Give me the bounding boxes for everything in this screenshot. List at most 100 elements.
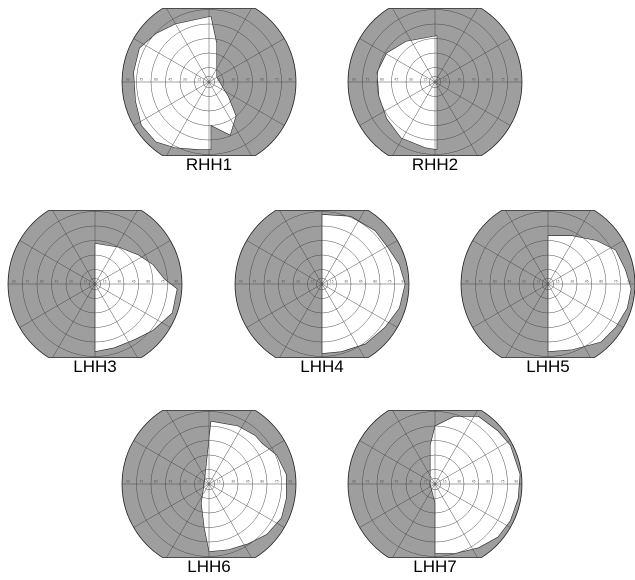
scale-label: 75 [252, 280, 256, 284]
visual-field-chart: 90 75 60 45 30 15 15 30 45 60 75 90 [7, 210, 183, 358]
field-frame [234, 210, 410, 358]
visual-field-chart: 90 75 60 45 30 15 15 30 45 60 75 90 [234, 210, 410, 358]
scale-label: 30 [457, 480, 461, 484]
field-body: 90 75 60 45 30 15 15 30 45 60 75 90 [7, 210, 183, 358]
scale-label: 60 [493, 280, 497, 284]
scale-label: 15 [423, 78, 427, 82]
scale-label: 30 [231, 78, 235, 82]
panel-label-rhh2: RHH2 [411, 155, 459, 174]
field-panel-lhh5: 90 75 60 45 30 15 15 30 45 60 75 90 [460, 210, 635, 358]
scale-label: 45 [168, 78, 172, 82]
scale-label: 30 [117, 280, 121, 284]
field-body: 90 75 60 45 30 15 15 30 45 60 75 90 [234, 210, 410, 358]
panel-label-lhh6: LHH6 [187, 557, 231, 576]
scale-label: 45 [132, 280, 136, 284]
scale-label: 90 [401, 280, 405, 284]
scale-label: 60 [154, 480, 158, 484]
scale-label: 30 [409, 480, 413, 484]
scale-label: 30 [570, 280, 574, 284]
scale-label: 90 [126, 480, 130, 484]
seen-field-area [200, 420, 287, 552]
scale-label: 75 [388, 280, 392, 284]
scale-label: 75 [161, 280, 165, 284]
scale-label: 15 [197, 78, 201, 82]
field-panel-rhh2: 90 75 60 45 30 15 15 30 45 60 75 90 [347, 8, 523, 156]
meridian-line [19, 240, 171, 328]
scale-label: 45 [394, 480, 398, 484]
scale-label: 60 [260, 78, 264, 82]
scale-label: 30 [457, 78, 461, 82]
scale-label: 45 [54, 280, 58, 284]
scale-label: 75 [275, 78, 279, 82]
scale-label: 45 [168, 480, 172, 484]
scale-label: 45 [246, 78, 250, 82]
field-frame [7, 210, 183, 358]
scale-label: 15 [197, 480, 201, 484]
seen-field-area [547, 235, 632, 352]
scale-label: 75 [478, 280, 482, 284]
scale-label: 60 [380, 78, 384, 82]
scale-label: 15 [310, 280, 314, 284]
scale-label: 75 [25, 280, 29, 284]
scale-label: 45 [394, 78, 398, 82]
scale-label: 75 [139, 480, 143, 484]
visual-field-chart: 90 75 60 45 30 15 15 30 45 60 75 90 [121, 410, 297, 558]
scale-label: 15 [103, 280, 107, 284]
scale-label: 90 [174, 280, 178, 284]
scale-label: 30 [344, 280, 348, 284]
field-panel-lhh6: 90 75 60 45 30 15 15 30 45 60 75 90 [121, 410, 297, 558]
scale-label: 90 [12, 280, 16, 284]
scale-label: 75 [365, 480, 369, 484]
scale-label: 60 [373, 280, 377, 284]
scale-label: 15 [83, 280, 87, 284]
scale-label: 90 [465, 280, 469, 284]
scale-label: 15 [443, 480, 447, 484]
scale-label: 45 [359, 280, 363, 284]
scale-label: 60 [40, 280, 44, 284]
scale-label: 30 [231, 480, 235, 484]
field-body: 90 75 60 45 30 15 15 30 45 60 75 90 [347, 410, 523, 558]
scale-label: 45 [507, 280, 511, 284]
scale-label: 60 [267, 280, 271, 284]
field-frame [121, 410, 297, 558]
scale-label: 90 [352, 78, 356, 82]
meridian-line [133, 38, 285, 126]
scale-label: 60 [486, 78, 490, 82]
visual-field-chart: 90 75 60 45 30 15 15 30 45 60 75 90 [460, 210, 635, 358]
field-panel-lhh7: 90 75 60 45 30 15 15 30 45 60 75 90 [347, 410, 523, 558]
field-frame [347, 8, 523, 156]
field-frame [121, 8, 297, 156]
seen-field-area [133, 15, 237, 150]
scale-label: 60 [599, 280, 603, 284]
scale-label: 90 [514, 78, 518, 82]
meridian-line [359, 38, 511, 126]
panel-label-lhh7: LHH7 [413, 557, 457, 576]
scale-label: 90 [352, 480, 356, 484]
scale-label: 60 [146, 280, 150, 284]
scale-label: 90 [627, 280, 631, 284]
scale-label: 45 [472, 78, 476, 82]
scale-label: 30 [69, 280, 73, 284]
scale-label: 60 [154, 78, 158, 82]
meridian-line [133, 440, 285, 528]
scale-label: 15 [556, 280, 560, 284]
scale-label: 15 [217, 480, 221, 484]
scale-label: 90 [514, 480, 518, 484]
field-panel-lhh3: 90 75 60 45 30 15 15 30 45 60 75 90 [7, 210, 183, 358]
scale-label: 90 [288, 78, 292, 82]
meridian-line [246, 240, 398, 328]
scale-label: 75 [614, 280, 618, 284]
scale-label: 75 [501, 78, 505, 82]
meridian-line [359, 440, 511, 528]
scale-label: 75 [275, 480, 279, 484]
meridian-line [472, 240, 624, 328]
scale-label: 30 [409, 78, 413, 82]
panel-label-lhh4: LHH4 [300, 357, 344, 376]
scale-label: 75 [501, 480, 505, 484]
visual-field-chart: 90 75 60 45 30 15 15 30 45 60 75 90 [347, 8, 523, 156]
field-body: 90 75 60 45 30 15 15 30 45 60 75 90 [347, 8, 523, 156]
scale-label: 15 [330, 280, 334, 284]
scale-label: 45 [472, 480, 476, 484]
scale-label: 30 [522, 280, 526, 284]
scale-label: 90 [126, 78, 130, 82]
